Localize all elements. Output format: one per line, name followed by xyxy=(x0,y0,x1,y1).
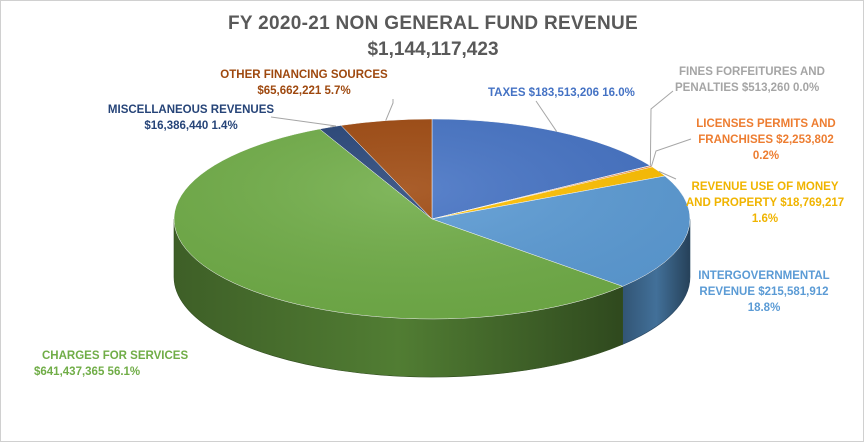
label-charges-line1: CHARGES FOR SERVICES xyxy=(42,350,189,362)
label-miscellaneous: MISCELLANEOUS REVENUES $16,386,440 1.4% xyxy=(101,102,281,134)
label-fines: FINES FORFEITURES AND PENALTIES $513,260… xyxy=(675,64,825,96)
label-miscellaneous-line2: $16,386,440 1.4% xyxy=(144,120,238,132)
label-other-financing: OTHER FINANCING SOURCES $65,662,221 5.7% xyxy=(209,67,399,99)
label-intergovernmental: INTERGOVERNMENTAL REVENUE $215,581,912 1… xyxy=(689,268,839,316)
leader-line-other-financing xyxy=(385,99,394,121)
label-charges: CHARGES FOR SERVICES $641,437,365 56.1% xyxy=(34,348,188,380)
label-revenue-use-line3: 1.6% xyxy=(751,213,779,225)
label-revenue-use-line1: REVENUE USE OF MONEY xyxy=(691,181,839,193)
leader-lines xyxy=(270,90,692,180)
label-licenses-line2: FRANCHISES $2,253,802 xyxy=(698,134,834,146)
label-licenses-line3: 0.2% xyxy=(752,150,780,162)
pie-slices xyxy=(173,118,691,320)
label-other-financing-line1: OTHER FINANCING SOURCES xyxy=(220,69,388,81)
label-revenue-use-line2: AND PROPERTY $18,769,217 xyxy=(685,197,845,209)
leader-line-revenue-use xyxy=(658,170,677,180)
leader-line-licenses xyxy=(650,138,692,167)
label-fines-line2: PENALTIES $513,260 0.0% xyxy=(675,82,820,94)
label-intergovernmental-line2: REVENUE $215,581,912 xyxy=(699,286,829,298)
chart-subtitle: $1,144,117,423 xyxy=(367,39,499,60)
label-intergovernmental-line3: 18.8% xyxy=(747,302,781,314)
label-miscellaneous-line1: MISCELLANEOUS REVENUES xyxy=(107,104,275,116)
leader-line-fines xyxy=(649,90,674,166)
label-fines-line1: FINES FORFEITURES AND xyxy=(679,66,825,78)
label-licenses: LICENSES PERMITS AND FRANCHISES $2,253,8… xyxy=(691,116,841,164)
leader-line-miscellaneous xyxy=(270,116,337,128)
label-intergovernmental-line1: INTERGOVERNMENTAL xyxy=(698,270,830,282)
leader-line-taxes xyxy=(535,100,557,132)
label-other-financing-line2: $65,662,221 5.7% xyxy=(257,85,351,97)
label-revenue-use: REVENUE USE OF MONEY AND PROPERTY $18,76… xyxy=(675,179,855,227)
label-licenses-line1: LICENSES PERMITS AND xyxy=(696,118,836,130)
pie-top-sheen xyxy=(174,119,690,319)
label-taxes: TAXES $183,513,206 16.0% xyxy=(488,85,635,101)
label-charges-line2: $641,437,365 56.1% xyxy=(34,366,141,378)
label-taxes-text: TAXES $183,513,206 16.0% xyxy=(488,87,635,99)
chart-title: FY 2020-21 NON GENERAL FUND REVENUE xyxy=(228,13,638,34)
